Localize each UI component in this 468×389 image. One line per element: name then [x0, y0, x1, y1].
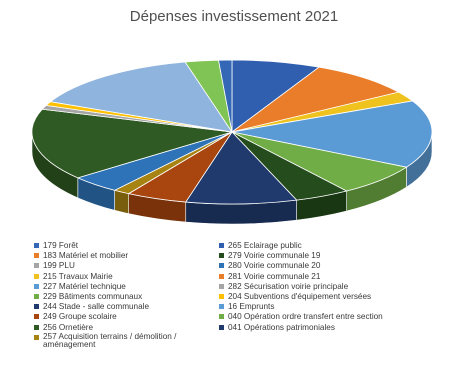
- legend-label: 040 Opération ordre transfert entre sect…: [228, 312, 383, 322]
- legend-swatch: [34, 283, 39, 289]
- legend-item: 280 Voirie communale 20: [219, 261, 383, 271]
- legend-swatch: [219, 324, 224, 330]
- legend-label: 041 Opérations patrimoniales: [228, 322, 335, 332]
- legend-label: 256 Ornetière: [43, 322, 94, 332]
- legend-swatch: [34, 243, 39, 248]
- legend-item: 199 PLU: [34, 261, 193, 271]
- chart-title: Dépenses investissement 2021: [129, 8, 339, 25]
- legend-item: 244 Stade - salle communale: [34, 302, 193, 312]
- pie-slice-side: [114, 189, 129, 215]
- pie-slice: [49, 61, 233, 133]
- legend-swatch: [34, 273, 39, 279]
- legend-label: 179 Forêt: [43, 241, 79, 250]
- legend-swatch: [219, 253, 224, 259]
- legend-item: 16 Emprunts: [219, 302, 383, 312]
- legend-label: 279 Voirie communale 19: [228, 251, 321, 261]
- legend-label: 227 Matériel technique: [43, 281, 126, 291]
- legend-swatch: [34, 253, 39, 259]
- legend-right-column: 265 Eclairage public 279 Voirie communale…: [219, 241, 383, 333]
- legend-swatch: [219, 283, 224, 289]
- pie-slice: [185, 131, 298, 205]
- legend-swatch: [219, 293, 224, 299]
- legend-item: 257 Acquisition terrains / démolition / …: [34, 331, 193, 353]
- legend-item: 265 Eclairage public: [219, 241, 383, 251]
- legend-swatch: [219, 243, 224, 248]
- legend-swatch: [34, 334, 39, 340]
- legend-item: 227 Matériel technique: [34, 282, 193, 292]
- legend-label: 282 Sécurisation voirie principale: [228, 281, 349, 291]
- pie-sides: [31, 131, 433, 225]
- pie-slice: [231, 66, 400, 133]
- legend-label: 16 Emprunts: [228, 302, 275, 312]
- legend-label: 281 Voirie communale 21: [228, 271, 321, 281]
- legend-item: 249 Groupe scolaire: [34, 312, 193, 322]
- legend-item: 256 Ornetière: [34, 323, 193, 333]
- legend-item: 179 Forêt: [34, 241, 193, 251]
- legend-left-column: 179 Forêt 183 Matériel et mobilier 199 PLU…: [34, 241, 193, 353]
- legend-label: 204 Subventions d'équipement versées: [228, 291, 372, 301]
- legend-label: 183 Matériel et mobilier: [43, 251, 129, 261]
- legend-item: 281 Voirie communale 21: [219, 272, 383, 282]
- legend-item: 204 Subventions d'équipement versées: [219, 292, 383, 302]
- legend-item: 282 Sécurisation voirie principale: [219, 282, 383, 292]
- legend-swatch: [34, 314, 39, 320]
- legend-item: 183 Matériel et mobilier: [34, 251, 193, 261]
- legend-label: 249 Groupe scolaire: [43, 312, 117, 322]
- legend-item: 279 Voirie communale 19: [219, 251, 383, 261]
- legend-label: 257 Acquisition terrains / démolition / …: [43, 331, 177, 349]
- legend-label: 280 Voirie communale 20: [228, 261, 321, 271]
- legend-item: 229 Bâtiments communaux: [34, 292, 193, 302]
- legend-swatch: [219, 273, 224, 279]
- pie-slice: [231, 100, 433, 168]
- legend-item: 215 Travaux Mairie: [34, 272, 193, 282]
- legend-label: 244 Stade - salle communale: [43, 302, 150, 312]
- legend-label: 199 PLU: [43, 261, 75, 271]
- legend-swatch: [34, 324, 39, 330]
- legend-swatch: [219, 314, 224, 320]
- legend-swatch: [34, 293, 39, 299]
- legend-swatch: [34, 304, 39, 310]
- legend-item: 041 Opérations patrimoniales: [219, 323, 383, 333]
- legend-label: 215 Travaux Mairie: [43, 271, 113, 281]
- legend-swatch: [219, 263, 224, 269]
- pie-slice: [218, 59, 233, 133]
- legend-swatch: [34, 263, 39, 269]
- legend-label: 265 Eclairage public: [228, 241, 302, 250]
- pie-top: [31, 59, 433, 205]
- legend-label: 229 Bâtiments communaux: [43, 291, 143, 301]
- legend-item: 040 Opération ordre transfert entre sect…: [219, 312, 383, 322]
- legend-swatch: [219, 304, 224, 310]
